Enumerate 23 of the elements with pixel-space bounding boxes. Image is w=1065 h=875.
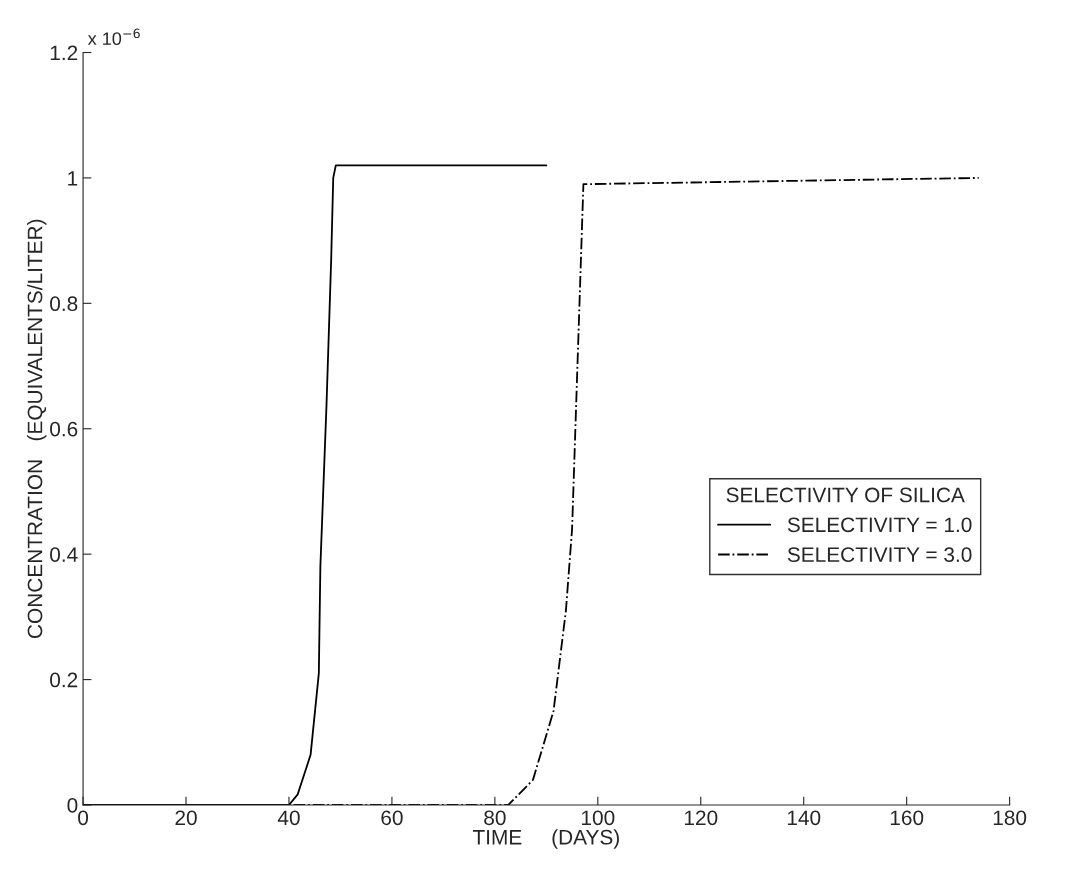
y-tick-label: 0.2 <box>50 672 78 688</box>
legend-label: SELECTIVITY = 3.0 <box>787 547 972 562</box>
x-tick-label: 120 <box>684 810 718 826</box>
x-tick-label: 140 <box>787 810 821 826</box>
y-tick-label: 0 <box>67 798 78 813</box>
legend-title: SELECTIVITY OF SILICA <box>726 487 965 503</box>
x-tick-label: 40 <box>277 810 300 826</box>
y-tick-label: 0.8 <box>50 296 78 312</box>
x-tick-label: 0 <box>78 810 89 826</box>
x-axis-title: TIME (DAYS) <box>472 829 619 849</box>
x-tick-label: 20 <box>175 810 197 826</box>
x-tick-label: 100 <box>582 810 615 826</box>
x-tick-label: 160 <box>890 810 924 826</box>
y-tick-label: 1.2 <box>50 45 78 61</box>
y-axis-title: CONCENTRATION (EQUIVALENTS/LITER) <box>27 219 47 638</box>
text: x 10$^{−6}$ <box>87 28 140 46</box>
x-tick-label: 180 <box>993 810 1027 826</box>
y-tick-label: 1 <box>68 171 78 186</box>
y-tick-label: 0.6 <box>50 421 78 437</box>
x-tick-label: 80 <box>484 810 506 826</box>
y-tick-label: 0.4 <box>50 547 78 562</box>
legend-label: SELECTIVITY = 1.0 <box>787 517 972 533</box>
x-tick-label: 60 <box>381 810 403 826</box>
